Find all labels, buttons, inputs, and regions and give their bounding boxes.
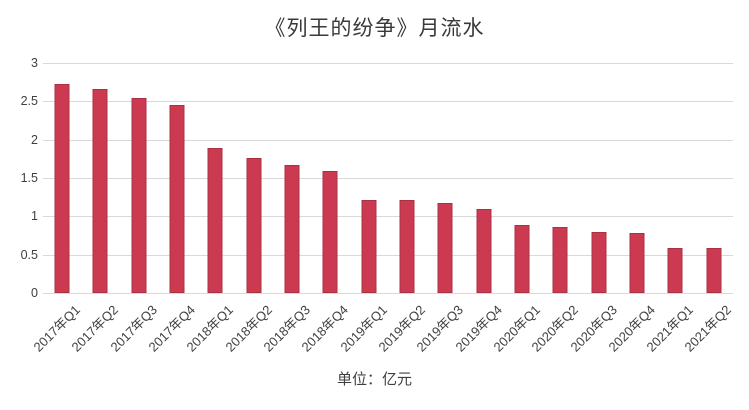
y-axis-tick-label: 2 — [31, 132, 38, 147]
bar-slot: 2017年Q3 — [107, 63, 160, 355]
y-axis-tick-label: 1.5 — [20, 171, 38, 185]
bar-2017年Q1 — [54, 84, 70, 293]
bar-2020年Q2 — [552, 227, 568, 293]
bar-slot: 2019年Q3 — [414, 63, 466, 355]
gridline — [43, 293, 733, 294]
bar-2019年Q4 — [476, 209, 492, 293]
bar-2018年Q2 — [246, 158, 262, 293]
gridline — [43, 101, 733, 103]
bar-slot: 2018年Q4 — [299, 63, 351, 355]
bar-slot: 2019年Q4 — [452, 63, 505, 355]
y-axis-tick-label: 2.5 — [20, 94, 38, 109]
bar-slot: 2020年Q3 — [567, 63, 619, 355]
unit-footnote: 单位：亿元 — [336, 371, 412, 388]
bar-slot: 2018年Q2 — [222, 63, 275, 355]
bar-2018年Q4 — [322, 171, 338, 293]
bar-slot: 2020年Q4 — [605, 63, 658, 355]
gridline — [43, 254, 733, 256]
bar-2018年Q1 — [207, 148, 223, 293]
bar-2020年Q3 — [591, 231, 607, 293]
bar-slot: 2020年Q1 — [490, 63, 543, 355]
chart-title: 《列王的纷争》月流水 — [264, 17, 485, 40]
bar-slot: 2020年Q2 — [529, 63, 581, 355]
bar-2018年Q3 — [284, 164, 300, 293]
gridline — [43, 216, 733, 218]
bar-slot: 2019年Q1 — [337, 63, 390, 355]
gridline — [43, 63, 733, 64]
bar-slot: 2017年Q1 — [30, 63, 83, 355]
bar-series: 2017年Q1 2017年Q2 2017年Q3 2017年Q4 2018年Q1 2018年… — [30, 63, 734, 355]
bar-2020年Q1 — [514, 224, 530, 293]
y-axis-tick-label: 0.5 — [20, 247, 38, 262]
bar-2021年Q2 — [706, 247, 722, 293]
bar-slot: 2021年Q2 — [682, 63, 734, 355]
bar-slot: 2019年Q2 — [375, 63, 428, 355]
bar-2017年Q2 — [92, 89, 108, 293]
gridline — [43, 139, 733, 141]
bar-2017年Q3 — [131, 97, 147, 293]
plot-area: 0 0.5 1 1.5 2 2.5 3 — [21, 57, 733, 299]
y-axis-tick-label: 1 — [31, 209, 38, 224]
bar-slot: 2018年Q1 — [184, 63, 236, 355]
bar-2019年Q3 — [437, 202, 453, 293]
bar-2021年Q1 — [667, 247, 683, 293]
bar-slot: 2021年Q1 — [644, 63, 696, 355]
bar-2017年Q4 — [169, 105, 185, 293]
y-axis-tick-label: 0 — [31, 286, 38, 300]
bar-2020年Q4 — [629, 233, 645, 293]
bar-slot: 2017年Q4 — [145, 63, 198, 355]
bar-slot: 2018年Q3 — [260, 63, 313, 355]
bar-2019年Q1 — [361, 200, 377, 293]
bar-2019年Q2 — [399, 200, 415, 293]
y-axis-tick-label: 3 — [31, 56, 38, 70]
bar-slot: 2017年Q2 — [69, 63, 121, 355]
gridline — [43, 178, 733, 179]
